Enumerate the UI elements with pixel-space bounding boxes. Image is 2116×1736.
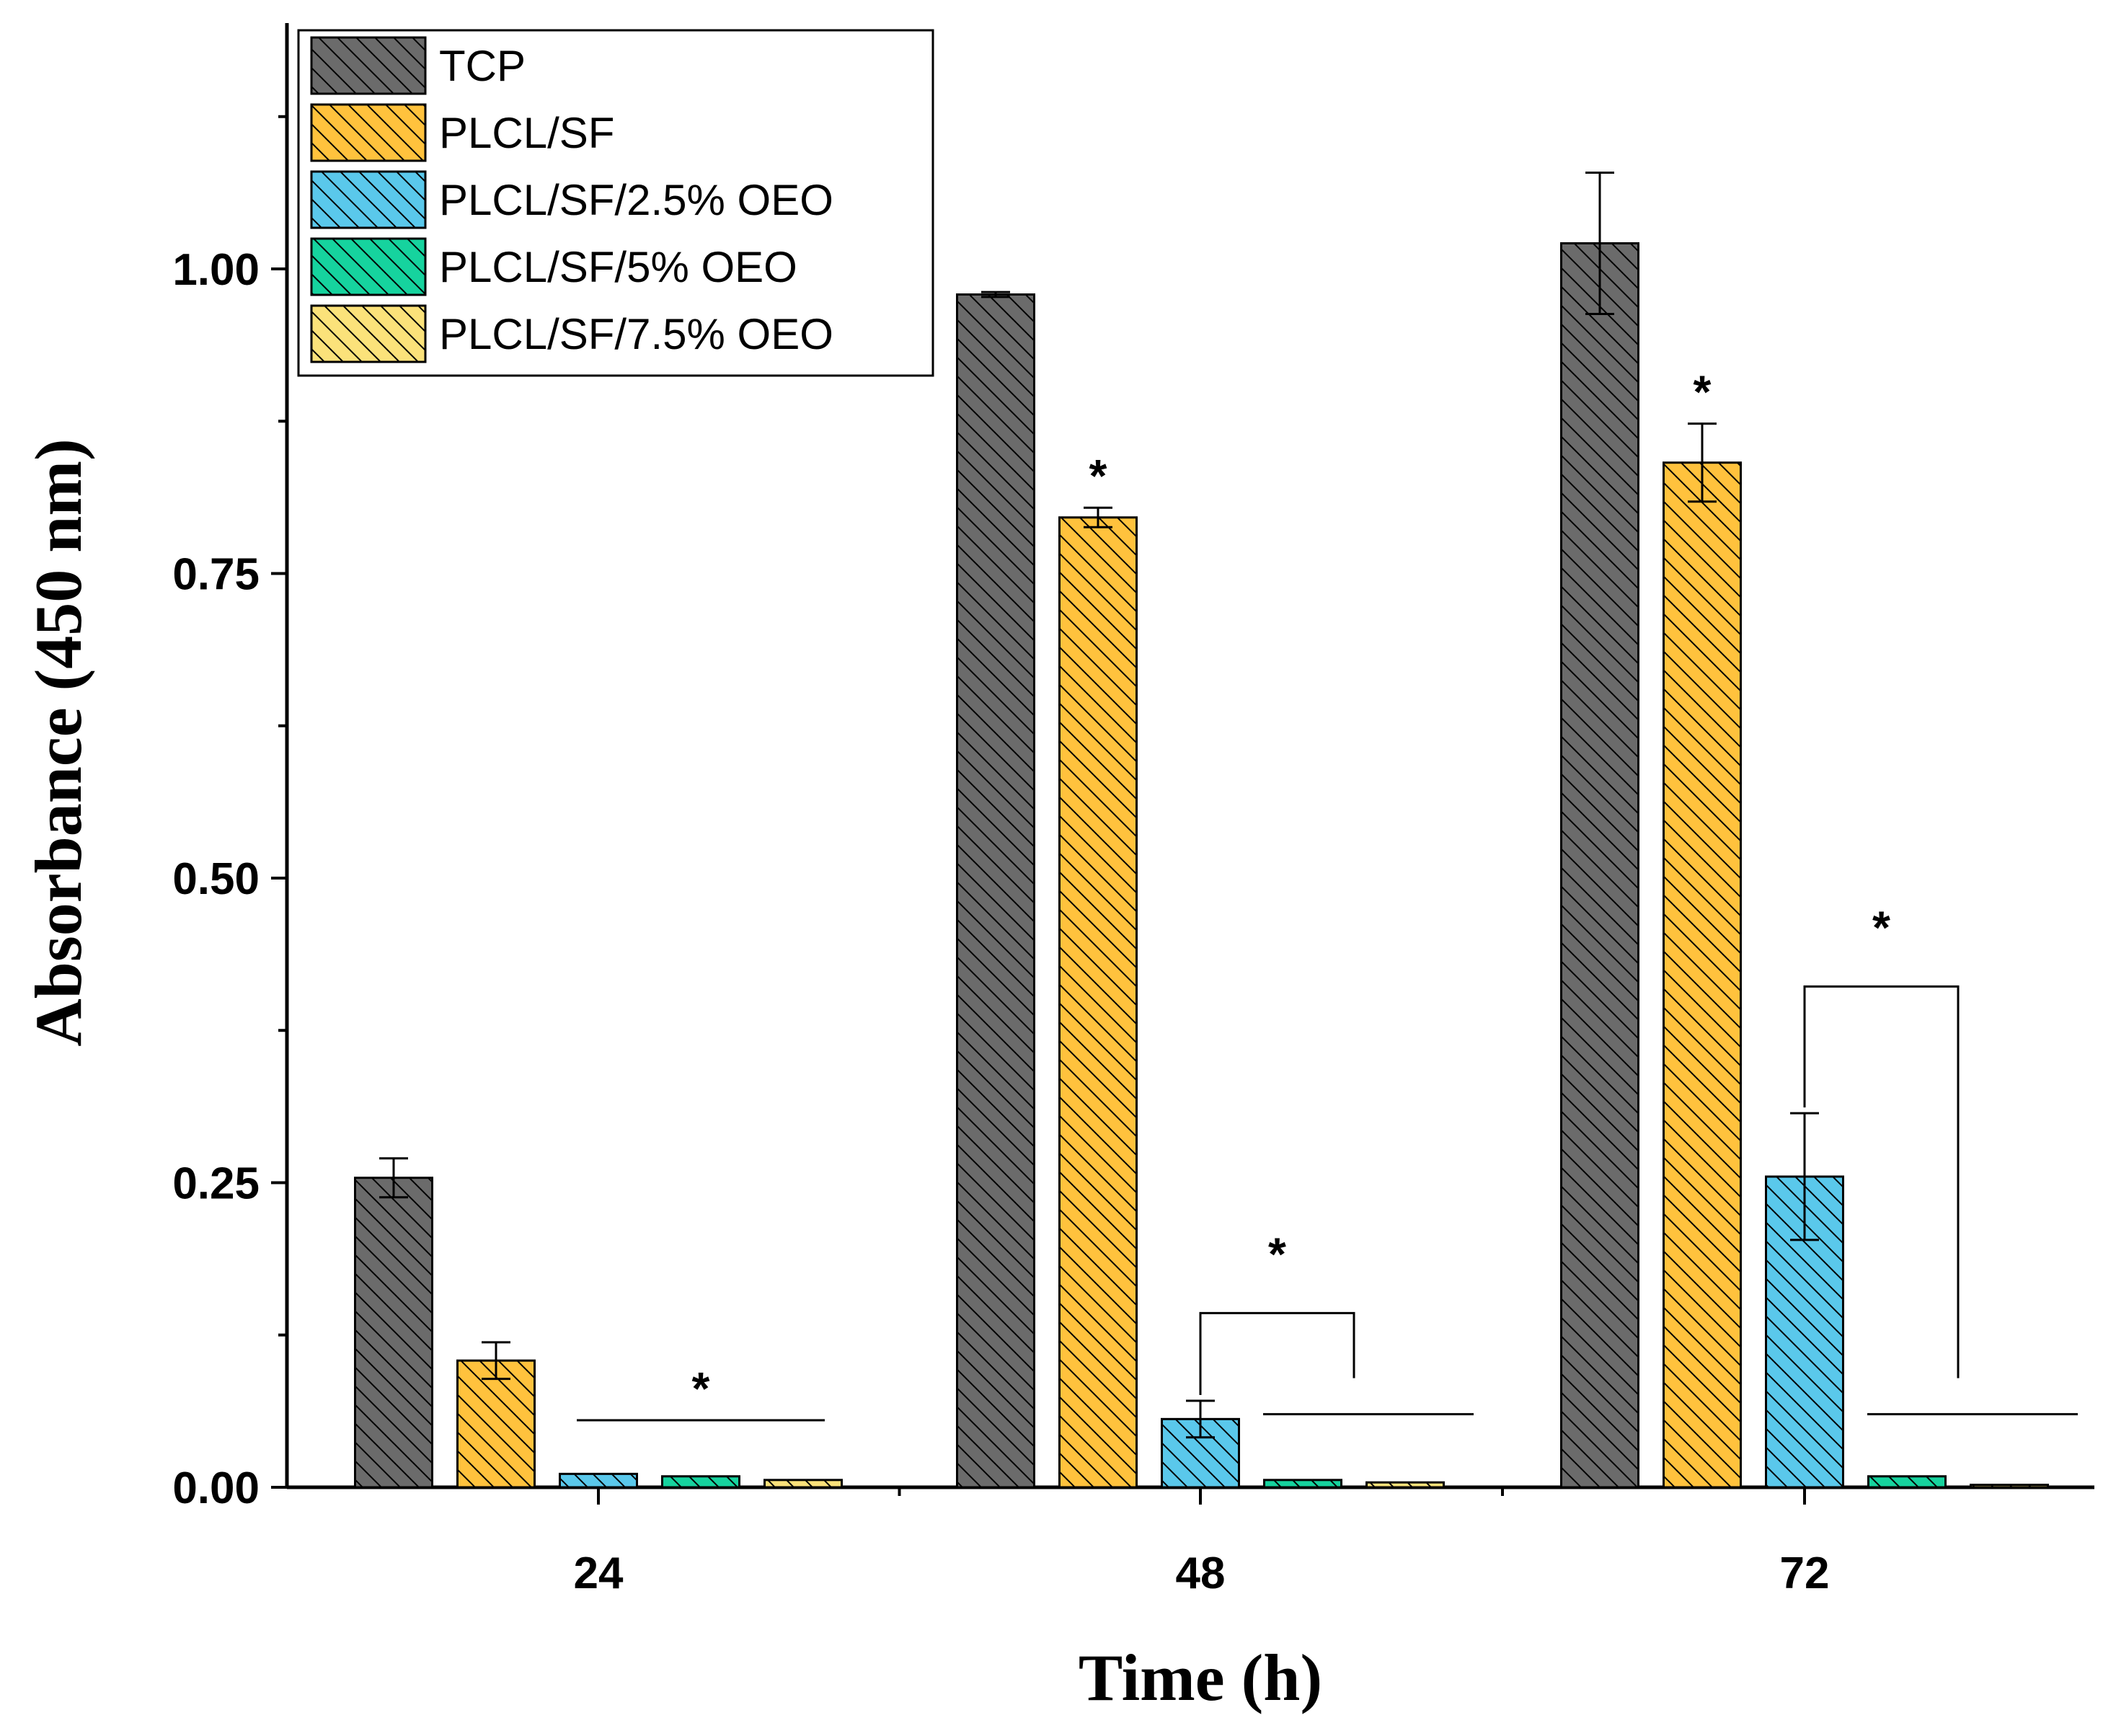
bar-hatch (1868, 1476, 1946, 1487)
significance-bracket (1803, 985, 1960, 1378)
bar-hatch (764, 1479, 842, 1487)
x-axis-title: Time (h) (1079, 1641, 1322, 1714)
y-tick-label: 1.00 (172, 245, 260, 295)
y-tick-label: 0.25 (172, 1159, 260, 1209)
legend-label: PLCL/SF/7.5% OEO (439, 310, 833, 358)
significance-star: * (1089, 450, 1107, 502)
bar-hatch (457, 1360, 535, 1487)
x-tick-label: 48 (1176, 1549, 1226, 1598)
legend-swatch-hatch (311, 105, 425, 161)
bar-hatch (1970, 1484, 2048, 1487)
significance-bracket (1199, 1311, 1355, 1396)
annotations-layer: * * * * * (577, 366, 2078, 1422)
bar-hatch (355, 1177, 433, 1487)
significance-star: * (1872, 901, 1890, 953)
legend-swatch-hatch (311, 37, 425, 94)
bar-hatch (1059, 517, 1137, 1487)
x-tick-label: 72 (1780, 1549, 1830, 1598)
y-tick-label: 0.50 (172, 854, 260, 904)
significance-star: * (1268, 1228, 1286, 1280)
legend-swatch-hatch (311, 306, 425, 362)
legend-label: PLCL/SF (439, 109, 614, 157)
legend-swatch-hatch (311, 172, 425, 228)
legend: TCP PLCL/SF PLCL/SF/2.5% OEO PLCL/SF/5% OEO… (297, 29, 934, 377)
x-tick-label: 24 (574, 1549, 624, 1598)
y-tick-label: 0.00 (172, 1463, 260, 1513)
bar-hatch (1366, 1482, 1444, 1487)
bars-layer (354, 171, 2049, 1489)
legend-label: PLCL/SF/2.5% OEO (439, 176, 833, 224)
axes-layer: 0.00 0.25 0.50 0.75 1.00 24 48 72 (172, 23, 2094, 1598)
bar-hatch (1663, 462, 1741, 1488)
legend-label: PLCL/SF/5% OEO (439, 243, 797, 291)
bar-hatch (957, 294, 1035, 1487)
significance-star: * (692, 1363, 710, 1414)
significance-star: * (1694, 366, 1712, 418)
bar-hatch (559, 1474, 637, 1487)
bar-hatch (1264, 1479, 1342, 1487)
y-axis-title: Absorbance (450 nm) (22, 438, 95, 1046)
legend-label: TCP (439, 42, 526, 90)
bar-hatch (1561, 243, 1639, 1487)
legend-swatch-hatch (311, 239, 425, 295)
y-tick-label: 0.75 (172, 550, 260, 600)
bar-hatch (662, 1476, 740, 1487)
